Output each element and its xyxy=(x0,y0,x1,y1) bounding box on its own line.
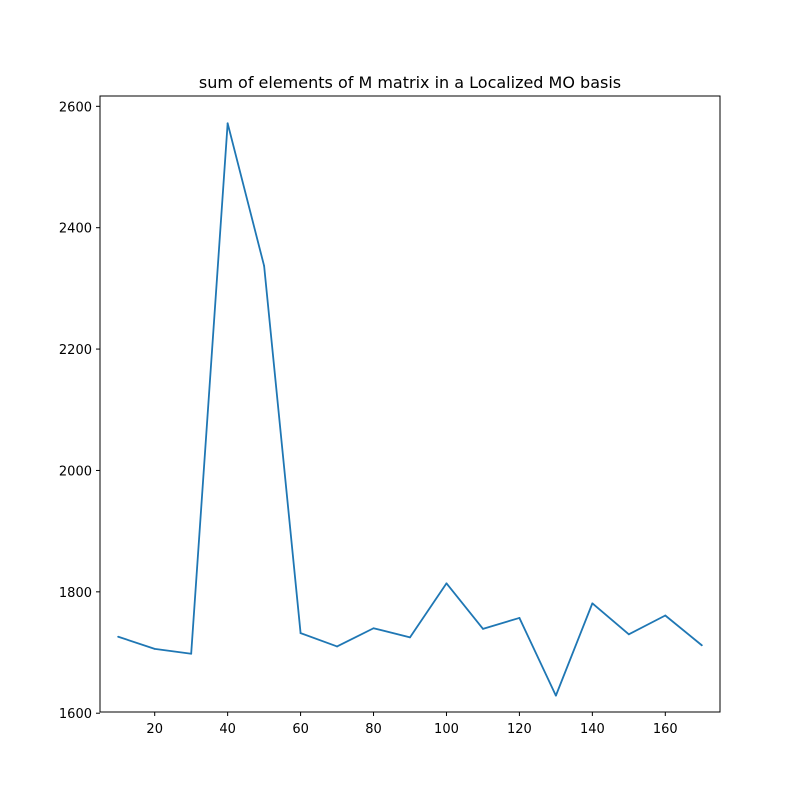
chart-title: sum of elements of M matrix in a Localiz… xyxy=(199,73,621,92)
data-point-0-9 xyxy=(445,582,448,585)
y-tick-label: 2600 xyxy=(59,100,92,115)
x-tick-label: 80 xyxy=(365,722,382,737)
x-tick-label: 20 xyxy=(146,722,163,737)
x-tick-label: 100 xyxy=(434,722,459,737)
x-tick-label: 140 xyxy=(580,722,605,737)
x-tick-label: 120 xyxy=(507,722,532,737)
data-point-0-6 xyxy=(336,645,338,648)
data-point-0-1 xyxy=(153,647,156,650)
data-point-0-14 xyxy=(627,633,630,636)
x-tick-label: 40 xyxy=(219,722,236,737)
data-point-0-4 xyxy=(263,265,266,267)
data-point-0-3 xyxy=(226,122,229,125)
axis-ticks: 20 40 60 80 100 120 140 160 1600 1800 2000 2200 2400… xyxy=(59,100,678,737)
y-tick-label: 2200 xyxy=(59,343,92,358)
y-tick-label: 2000 xyxy=(59,464,92,479)
data-point-0-2 xyxy=(190,652,193,655)
data-point-0-12 xyxy=(554,694,557,697)
series-line-0 xyxy=(117,122,703,697)
data-point-0-10 xyxy=(482,627,484,630)
data-point-0-16 xyxy=(700,644,703,647)
data-point-0-13 xyxy=(591,602,594,605)
data-point-0-5 xyxy=(299,632,302,634)
x-tick-label: 60 xyxy=(292,722,309,737)
data-point-0-8 xyxy=(409,636,411,639)
data-point-0-15 xyxy=(664,614,667,617)
data-point-0-7 xyxy=(372,627,375,630)
data-point-0-11 xyxy=(518,617,521,619)
x-tick-label: 160 xyxy=(653,722,678,737)
y-tick-label: 1600 xyxy=(59,707,92,722)
data-point-0-0 xyxy=(117,635,120,638)
axes-frame xyxy=(99,95,721,713)
plot-area xyxy=(117,122,703,697)
y-tick-label: 1800 xyxy=(59,586,92,601)
y-tick-label: 2400 xyxy=(59,222,92,237)
